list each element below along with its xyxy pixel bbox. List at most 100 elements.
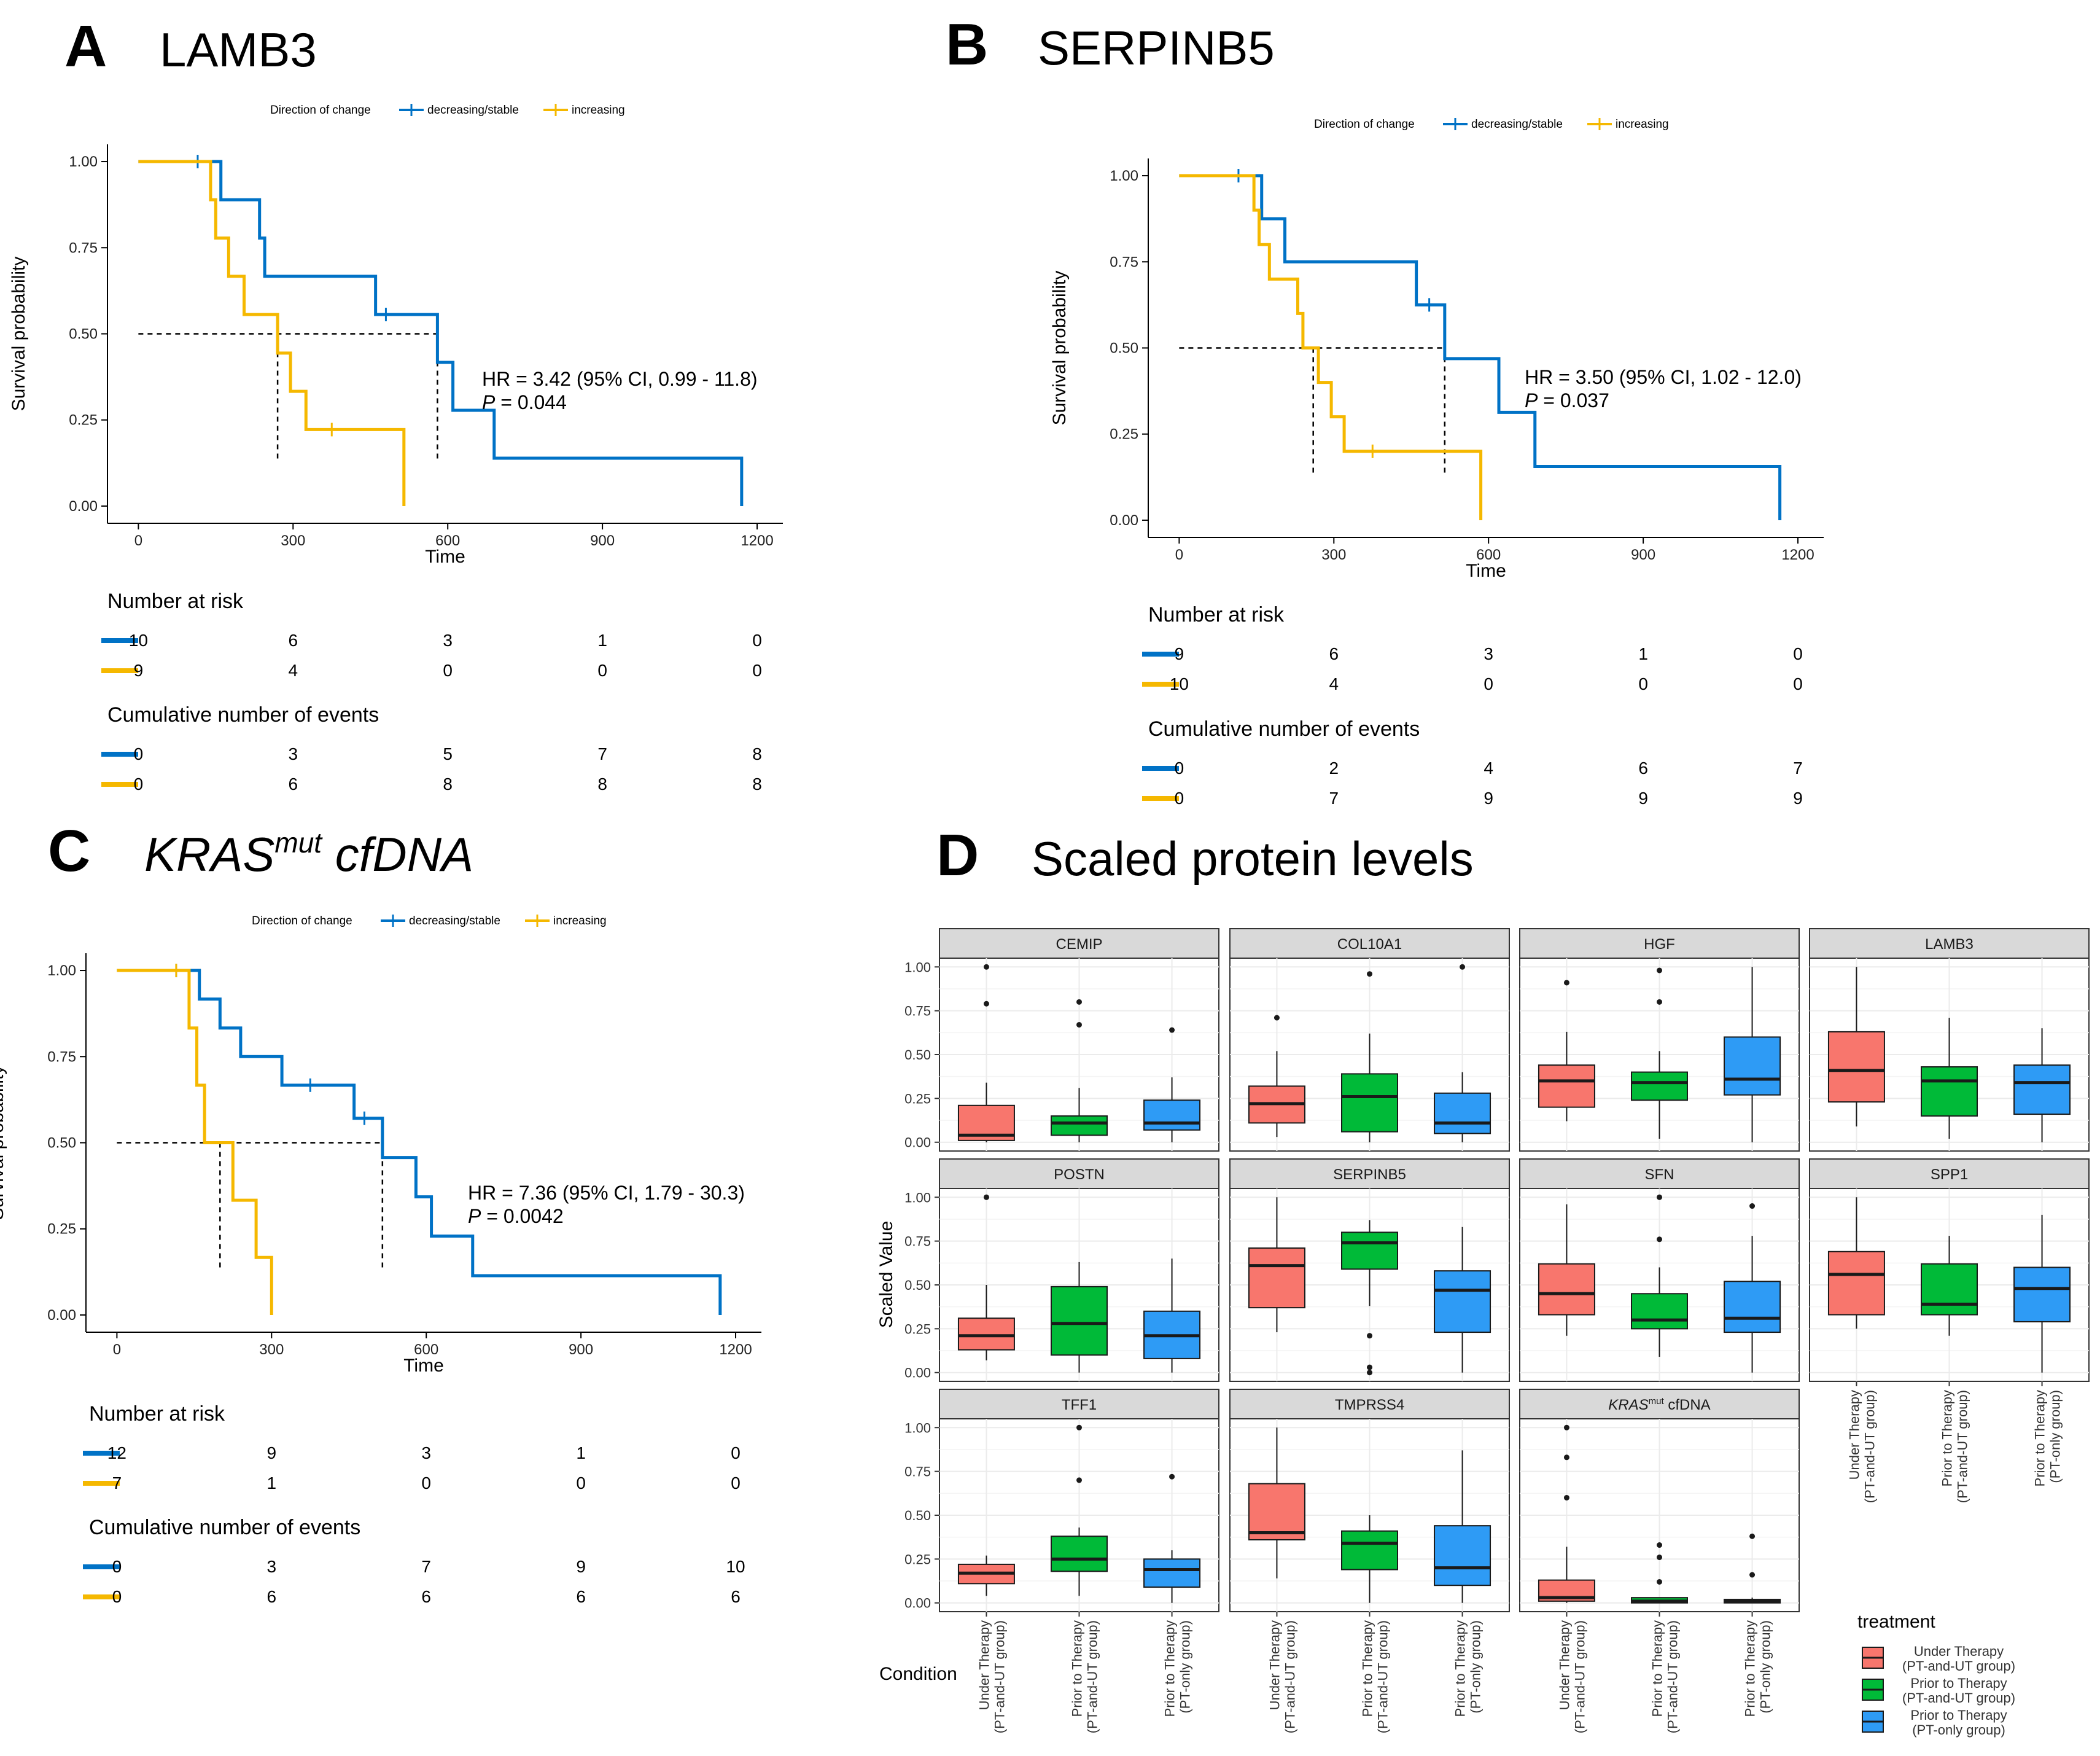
x-tick-label: 0 xyxy=(113,1341,121,1358)
events_table-cell: 8 xyxy=(752,775,762,794)
events_table-cell: 4 xyxy=(1484,759,1493,778)
risk_table-cell: 12 xyxy=(107,1443,126,1462)
events_table-cell: 8 xyxy=(597,775,607,794)
events_table-title: Cumulative number of events xyxy=(1148,717,1420,741)
x-tick-label-line: Prior to Therapy xyxy=(1162,1620,1178,1717)
strip-rest: cfDNA xyxy=(1664,1397,1711,1413)
box-1 xyxy=(1921,1018,1978,1139)
box-outlier xyxy=(1563,1454,1569,1461)
box-outlier xyxy=(1367,1364,1372,1370)
x-tick-label-line: Prior to Therapy xyxy=(1453,1620,1468,1717)
box-body xyxy=(1341,1073,1398,1133)
events_table-title: Cumulative number of events xyxy=(89,1516,360,1539)
survival-curve-increasing xyxy=(1179,174,1483,520)
events_table-cell: 6 xyxy=(421,1587,431,1606)
x-tick-label: 0 xyxy=(134,533,142,549)
x-tick-label-line: (PT-and-UT group) xyxy=(1862,1390,1877,1503)
x-tick-label: Prior to Therapy(PT-and-UT group) xyxy=(1360,1620,1391,1733)
events_table-cell: 6 xyxy=(576,1587,586,1606)
y-tick-label: 0.50 xyxy=(69,326,98,343)
box-body xyxy=(1827,1031,1885,1103)
x-tick-label-line: Under Therapy xyxy=(976,1620,992,1710)
risk_table-cell: 9 xyxy=(134,661,144,680)
x-tick-label-line: (PT-and-UT group) xyxy=(1665,1620,1681,1733)
risk_table-cell: 0 xyxy=(421,1473,431,1493)
box-outlier xyxy=(1749,1572,1756,1578)
risk_table-cell: 1 xyxy=(597,631,607,650)
x-tick-label: 600 xyxy=(435,533,460,549)
x-tick-label: Prior to Therapy(PT-only group) xyxy=(2032,1390,2063,1486)
risk_table-title: Number at risk xyxy=(107,590,244,613)
x-axis-title: Time xyxy=(403,1356,444,1376)
box-0 xyxy=(1248,1197,1305,1333)
panel-letter: A xyxy=(64,14,107,79)
events_table-cell: 7 xyxy=(597,744,607,763)
risk_table-cell: 0 xyxy=(443,661,453,680)
x-tick-label: 600 xyxy=(414,1341,438,1358)
survival-curve-increasing xyxy=(117,969,273,1315)
box-outlier xyxy=(1657,999,1662,1005)
events_table-cell: 9 xyxy=(1484,789,1493,808)
risk_table-title: Number at risk xyxy=(1148,603,1285,626)
facet-strip-label: SFN xyxy=(1645,1166,1674,1183)
box-body xyxy=(1631,1293,1688,1330)
events_table-cell: 8 xyxy=(752,744,762,763)
facet-strip-label: SPP1 xyxy=(1931,1166,1968,1183)
risk_table-title: Number at risk xyxy=(89,1402,225,1426)
box-outlier xyxy=(1076,1477,1082,1483)
facet-strip xyxy=(1229,1389,1510,1419)
y-tick-label: 1.00 xyxy=(904,1420,931,1435)
y-tick-label: 0.75 xyxy=(47,1048,76,1065)
y-tick-label: 0.75 xyxy=(904,1004,931,1019)
x-tick-label: 1200 xyxy=(741,533,773,549)
x-tick-label: Prior to Therapy(PT-and-UT group) xyxy=(1940,1390,1970,1503)
y-tick-label: 0.75 xyxy=(1110,254,1138,270)
box-outlier xyxy=(1076,1424,1082,1430)
x-tick-label: Prior to Therapy(PT-only group) xyxy=(1743,1620,1773,1717)
facet-strip xyxy=(1519,928,1800,959)
risk_table-cell: 6 xyxy=(1329,644,1339,663)
box-2 xyxy=(1143,1027,1201,1142)
panel-title: KRASmut cfDNA xyxy=(144,827,473,881)
x-axis-title: Condition xyxy=(879,1664,957,1684)
events_table-cell: 6 xyxy=(289,775,298,794)
box-1 xyxy=(1051,1424,1108,1596)
x-tick-label-line: Prior to Therapy xyxy=(1940,1390,1955,1486)
x-tick-label-line: (PT-only group) xyxy=(1758,1620,1773,1714)
survival-curve-increasing xyxy=(138,160,406,506)
legend-label-increasing: increasing xyxy=(553,915,607,927)
facet-strip xyxy=(1809,1158,2090,1189)
y-tick-label: 0.00 xyxy=(69,498,98,515)
x-tick-label-line: Prior to Therapy xyxy=(1650,1620,1665,1717)
x-tick-label: 1200 xyxy=(719,1341,752,1358)
panel-letter: D xyxy=(936,822,979,888)
facet-sfn: SFN xyxy=(1519,1158,1800,1382)
box-body xyxy=(1051,1536,1108,1572)
box-outlier xyxy=(1749,1533,1756,1539)
box-1 xyxy=(1631,967,1688,1139)
legend-title: treatment xyxy=(1857,1612,1935,1632)
facet-lamb3: LAMB3 xyxy=(1809,928,2090,1152)
panel-title: LAMB3 xyxy=(160,23,317,77)
x-tick-label: Prior to Therapy(PT-only group) xyxy=(1162,1620,1193,1717)
y-tick-label: 0.00 xyxy=(904,1135,931,1150)
risk_table-cell: 0 xyxy=(752,661,762,680)
box-2 xyxy=(1724,1533,1781,1604)
box-1 xyxy=(1631,1194,1688,1357)
box-body xyxy=(1631,1071,1688,1101)
x-tick-label-line: Prior to Therapy xyxy=(2032,1390,2048,1486)
x-tick-label-line: (PT-and-UT group) xyxy=(1375,1620,1391,1733)
p-value-text: P = 0.0042 xyxy=(468,1205,564,1227)
box-1 xyxy=(1341,1515,1398,1603)
x-tick-label: 1200 xyxy=(1781,547,1814,563)
x-tick-label: 900 xyxy=(590,533,615,549)
events_table-cell: 5 xyxy=(443,744,453,763)
y-tick-label: 0.00 xyxy=(1110,512,1138,529)
box-outlier xyxy=(1657,967,1662,974)
km-plot-area: 0 300 600 900 1200 0.00 0.25 0.50 0.75 1.00 Time Su… xyxy=(0,953,761,1376)
y-tick-label: 0.25 xyxy=(904,1551,931,1567)
x-tick-label: 900 xyxy=(569,1341,593,1358)
